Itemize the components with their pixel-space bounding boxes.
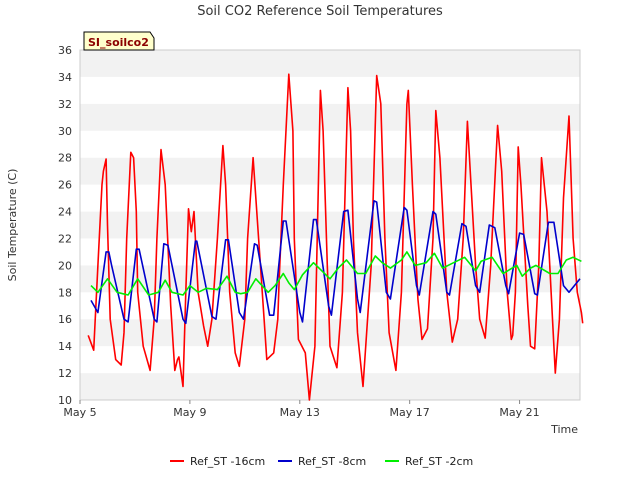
x-tick-label: May 9: [173, 406, 206, 419]
y-tick-label: 30: [58, 125, 72, 138]
y-tick-label: 18: [58, 286, 72, 299]
grid-band: [80, 103, 580, 131]
grid-band: [80, 130, 580, 158]
y-tick-label: 28: [58, 152, 72, 165]
x-tick-label: May 17: [390, 406, 430, 419]
site-badge: SI_soilco2: [83, 31, 155, 51]
series-lines: [87, 73, 584, 401]
grid-band: [80, 292, 580, 320]
x-axis-label: Time: [550, 423, 578, 436]
grid-band: [80, 157, 580, 185]
y-tick-label: 22: [58, 232, 72, 245]
grid-band: [80, 76, 580, 104]
y-tick-label: 12: [58, 367, 72, 380]
legend: Ref_ST -16cm Ref_ST -8cm Ref_ST -2cm: [170, 455, 473, 468]
x-axis-ticks: May 5 May 9 May 13 May 17 May 21: [63, 400, 540, 419]
grid-band: [80, 50, 580, 77]
grid-band: [80, 346, 580, 374]
x-tick-label: May 5: [63, 406, 96, 419]
site-badge-label: SI_soilco2: [88, 36, 149, 49]
y-axis-ticks: 10 12 14 16 18 20 22 24 26 28 30 32 34 36: [58, 44, 72, 407]
y-tick-label: 24: [58, 206, 72, 219]
y-axis-label: Soil Temperature (C): [6, 169, 19, 282]
legend-label: Ref_ST -16cm: [190, 455, 265, 468]
y-tick-label: 16: [58, 313, 72, 326]
series-line-1: [87, 73, 584, 401]
grid-band: [80, 373, 580, 400]
y-tick-label: 14: [58, 340, 72, 353]
plot-frame: [79, 49, 581, 401]
y-tick-label: 20: [58, 259, 72, 272]
y-tick-label: 10: [58, 394, 72, 407]
y-tick-label: 26: [58, 179, 72, 192]
y-tick-label: 36: [58, 44, 72, 57]
chart-title: Soil CO2 Reference Soil Temperatures: [197, 4, 443, 19]
x-tick-label: May 13: [280, 406, 320, 419]
y-tick-label: 34: [58, 71, 72, 84]
legend-label: Ref_ST -2cm: [405, 455, 473, 468]
series-line-3: [90, 251, 582, 296]
grid-band: [80, 184, 580, 212]
x-tick-label: May 21: [499, 406, 539, 419]
series-line-2: [90, 200, 581, 325]
legend-label: Ref_ST -8cm: [298, 455, 366, 468]
y-tick-label: 32: [58, 98, 72, 111]
